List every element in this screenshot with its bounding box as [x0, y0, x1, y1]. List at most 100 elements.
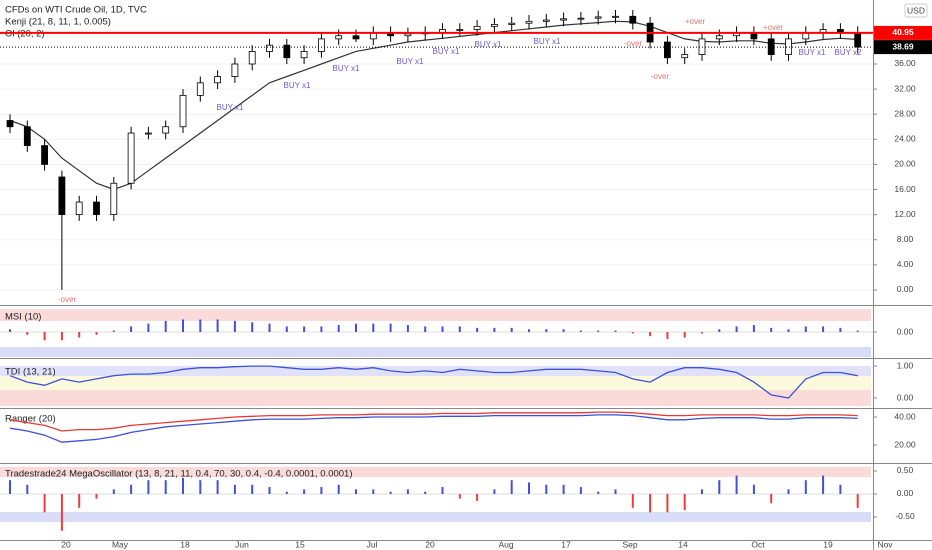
- annotation: BUY x1: [284, 81, 312, 90]
- line: [9, 411, 858, 432]
- bar: [804, 480, 807, 494]
- panel-title: TDI (13, 21): [5, 367, 56, 378]
- x-tick-label: Jul: [367, 539, 378, 549]
- bar: [614, 330, 617, 332]
- y-tick-label: 0.00: [897, 326, 914, 336]
- bar: [251, 484, 254, 494]
- bar: [164, 320, 167, 332]
- annotation: BUY x1: [475, 40, 503, 49]
- bar: [631, 493, 634, 508]
- candle-body: [196, 82, 204, 96]
- candle-body: [283, 44, 291, 59]
- msi-lower-band: [0, 347, 871, 357]
- bar: [216, 480, 219, 494]
- level-label: 40.95: [892, 27, 914, 37]
- y-tick-label: 20.00: [894, 439, 916, 449]
- y-tick-label: 0.50: [897, 465, 914, 475]
- bar: [856, 330, 859, 332]
- bar: [441, 326, 444, 332]
- bar: [112, 330, 115, 332]
- annotation: BUY x1: [397, 57, 425, 66]
- bar: [752, 484, 755, 494]
- bar: [718, 329, 721, 332]
- candle-body: [58, 176, 66, 216]
- y-tick-label: 1.00: [897, 360, 914, 370]
- bar: [285, 491, 288, 494]
- bar: [683, 332, 686, 338]
- x-tick-label: Oct: [751, 539, 765, 549]
- candle-body: [75, 201, 83, 216]
- last-price-badge: [874, 40, 932, 55]
- bar: [787, 489, 790, 494]
- candle-body: [248, 51, 256, 65]
- y-tick-label: 32.00: [894, 83, 916, 93]
- annotation: -over: [58, 295, 77, 304]
- candle-body: [525, 20, 533, 24]
- bar: [372, 489, 375, 494]
- x-tick-label: 19: [823, 539, 833, 549]
- y-tick-label: -0.50: [895, 511, 915, 521]
- bar: [9, 480, 11, 494]
- y-tick-label: 40.00: [894, 411, 916, 421]
- bar: [355, 489, 357, 494]
- bar: [424, 491, 427, 494]
- bar: [822, 475, 825, 494]
- bar: [683, 493, 686, 511]
- bar: [285, 326, 288, 332]
- mega-lower-band: [0, 512, 871, 522]
- bar: [718, 480, 721, 494]
- x-tick-label: Jun: [235, 539, 249, 549]
- bar: [95, 493, 98, 499]
- candle-body: [144, 132, 152, 135]
- bar: [60, 493, 63, 531]
- bar: [355, 323, 357, 332]
- y-tick-label: 0.00: [897, 392, 914, 402]
- currency-badge[interactable]: [904, 3, 928, 18]
- x-tick-label: 20: [61, 539, 71, 549]
- annotation: BUY x1: [534, 37, 562, 46]
- currency[interactable]: USD: [907, 5, 925, 15]
- candle-body: [854, 32, 862, 48]
- candle-body: [508, 22, 516, 25]
- annotation: BUY x1: [333, 64, 361, 73]
- last-price-label: 38.69: [892, 41, 914, 51]
- bar: [78, 332, 81, 338]
- bar: [337, 484, 340, 494]
- bar: [320, 487, 323, 494]
- bar: [493, 489, 496, 494]
- annotation: +over: [763, 23, 784, 32]
- bar: [597, 330, 600, 332]
- bar: [458, 326, 461, 332]
- candle-body: [352, 35, 360, 40]
- candle-body: [23, 126, 31, 146]
- bar: [147, 323, 150, 332]
- candle-body: [612, 15, 619, 18]
- bar: [199, 480, 202, 494]
- candle-body: [266, 44, 273, 52]
- candle-body: [473, 25, 481, 30]
- bar: [337, 325, 340, 332]
- indicator-label: Ol (20, 2): [5, 29, 45, 40]
- bar: [735, 475, 738, 494]
- bar: [597, 491, 600, 494]
- bar: [406, 325, 409, 332]
- y-tick-label: 0.00: [897, 488, 914, 498]
- bar: [268, 323, 271, 332]
- indicator-label: Kenji (21, 8, 11, 1, 0.005): [5, 17, 111, 28]
- x-tick-label: 14: [678, 539, 688, 549]
- bar: [579, 487, 582, 494]
- y-tick-label: 8.00: [897, 234, 914, 244]
- tdi-lower-band: [0, 390, 871, 406]
- candle-body: [542, 19, 550, 22]
- x-tick-label: 20: [425, 539, 435, 549]
- bar: [182, 319, 184, 332]
- bar: [839, 327, 842, 332]
- y-tick-label: 24.00: [894, 134, 916, 144]
- candle-body: [664, 41, 671, 59]
- annotation: -over: [651, 72, 670, 81]
- bar: [476, 327, 479, 332]
- candle-body: [127, 132, 135, 184]
